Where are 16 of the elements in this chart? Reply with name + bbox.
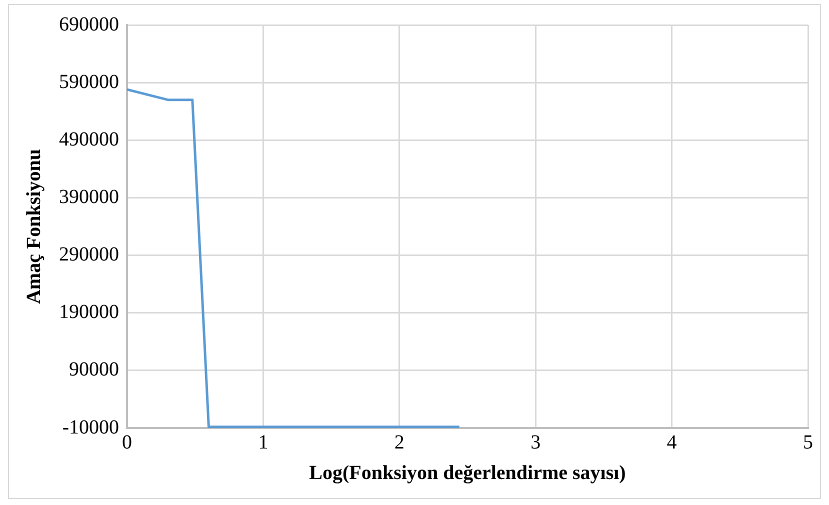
y-tick-label: 190000 (59, 301, 119, 324)
y-tick-label: 490000 (59, 128, 119, 150)
x-tick-label: 2 (394, 431, 404, 454)
y-tick-label: 690000 (59, 13, 119, 36)
y-tick-label: 390000 (59, 186, 119, 208)
x-tick-label: 5 (803, 431, 813, 454)
x-tick-label: 4 (666, 431, 677, 454)
y-tick-label: 90000 (69, 358, 119, 381)
x-tick-label: 1 (258, 431, 268, 454)
y-axis-title: Amaç Fonksiyonu (23, 148, 46, 304)
x-tick-label: 0 (122, 431, 132, 454)
x-tick-label: 3 (530, 431, 541, 454)
y-tick-label: -10000 (62, 416, 119, 438)
x-axis-title: Log(Fonksiyon değerlendirme sayısı) (309, 462, 626, 484)
y-tick-label: 290000 (59, 244, 119, 266)
y-tick-label: 590000 (59, 70, 119, 93)
